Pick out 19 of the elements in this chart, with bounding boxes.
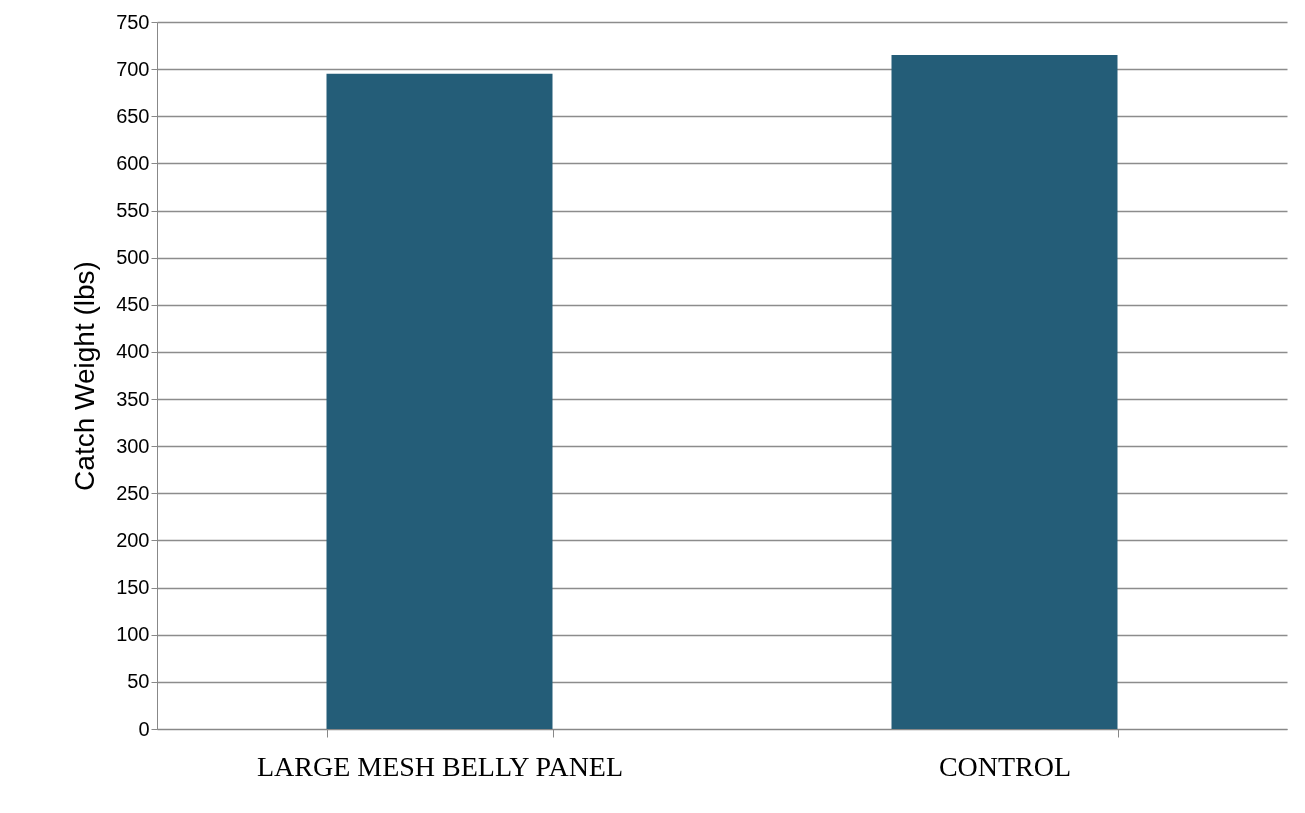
y-tick-label: 100	[116, 623, 150, 646]
y-tick-label: 700	[116, 57, 150, 80]
y-tick-label: 50	[127, 670, 150, 693]
y-tick-label: 750	[116, 10, 150, 33]
y-tick-label: 200	[116, 528, 150, 551]
y-tick-label: 350	[116, 387, 150, 410]
y-tick-label: 150	[116, 576, 150, 599]
y-tick-label: 550	[116, 199, 150, 222]
y-tick-label: 650	[116, 104, 150, 127]
y-tick-label: 500	[116, 246, 150, 269]
y-tick-label: 0	[138, 717, 150, 740]
y-axis-title: Catch Weight (lbs)	[69, 261, 101, 491]
y-tick-label: 600	[116, 151, 150, 174]
y-tick-label: 250	[116, 481, 150, 504]
y-tick-label: 450	[116, 293, 150, 316]
x-tick-label: LARGE MESH BELLY PANEL	[256, 750, 624, 782]
y-tick-label: 400	[116, 340, 150, 363]
y-tick-label: 300	[116, 434, 150, 457]
x-tick-label: CONTROL	[938, 750, 1072, 782]
